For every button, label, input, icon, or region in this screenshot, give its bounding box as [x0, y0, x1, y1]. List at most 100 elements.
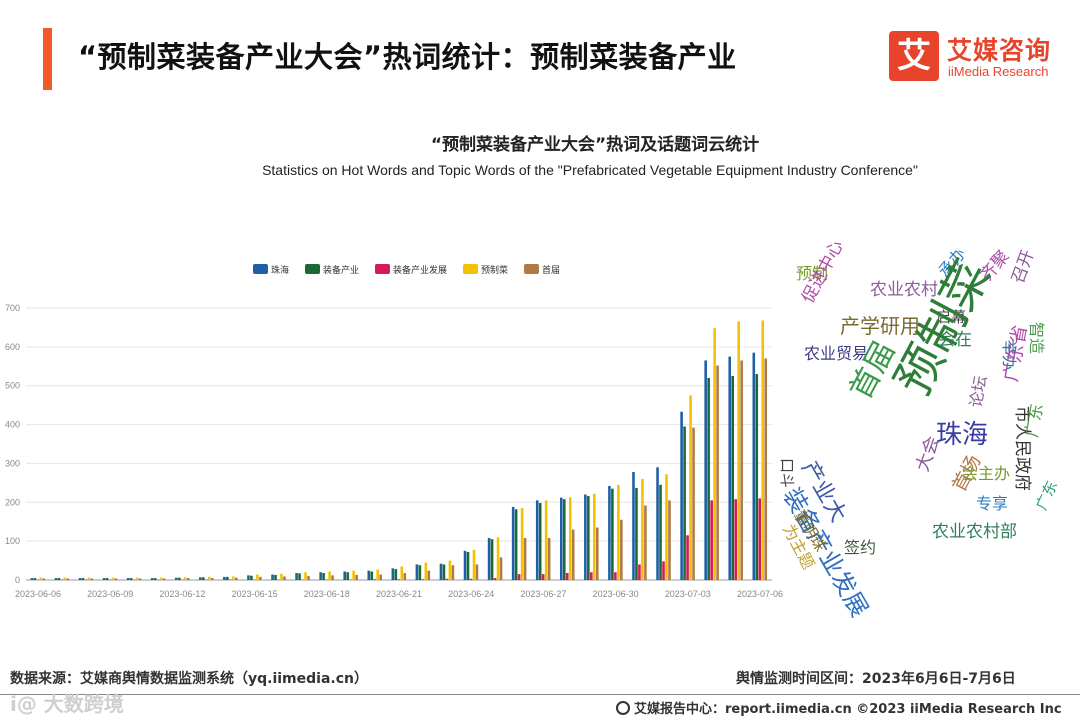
- bar: [565, 573, 569, 580]
- bar: [523, 538, 527, 580]
- bar: [66, 578, 70, 580]
- bar: [138, 578, 142, 580]
- bar: [590, 572, 593, 580]
- legend-entry: 首届: [542, 264, 560, 276]
- bar: [680, 411, 683, 580]
- bar: [716, 365, 719, 580]
- bar: [707, 377, 710, 580]
- bar: [692, 427, 695, 580]
- bar: [373, 579, 377, 580]
- legend-swatch: [524, 264, 539, 274]
- bar: [728, 356, 732, 580]
- cloud-word: 农业贸易: [804, 344, 869, 363]
- bar: [617, 484, 620, 580]
- bar: [761, 320, 765, 580]
- bar: [620, 519, 623, 580]
- bar: [496, 537, 500, 580]
- bar: [298, 573, 301, 580]
- x-tick-label: 2023-06-27: [520, 589, 566, 599]
- bar: [635, 487, 638, 580]
- y-tick-label: 600: [5, 342, 20, 352]
- cloud-word: 大会: [912, 433, 945, 475]
- bar: [487, 538, 491, 580]
- x-tick-label: 2023-06-09: [87, 589, 133, 599]
- bar: [656, 467, 659, 580]
- bar: [475, 564, 479, 580]
- bar: [445, 578, 449, 580]
- bar: [632, 471, 635, 580]
- bar: [355, 574, 358, 580]
- bar: [259, 576, 262, 580]
- bar: [472, 549, 476, 580]
- logo-name-en: iiMedia Research: [948, 64, 1049, 79]
- bar: [499, 557, 503, 580]
- globe-icon: [616, 701, 630, 715]
- bar: [63, 577, 67, 580]
- bar: [162, 578, 166, 580]
- bar: [683, 426, 686, 580]
- legend-entry: 装备产业: [323, 264, 359, 276]
- bar: [514, 509, 518, 580]
- bar: [595, 527, 599, 580]
- watermark: i@ 大数跨境: [10, 692, 124, 716]
- x-tick-label: 2023-07-06: [737, 589, 783, 599]
- y-tick-label: 300: [5, 458, 20, 468]
- bar: [57, 578, 61, 580]
- bar: [174, 577, 178, 580]
- bar-chart: 0 100 200 300 400 500 600 700 2023-06-06 2023-06-…: [5, 264, 783, 599]
- cloud-word: 启幕: [936, 308, 967, 326]
- y-tick-label: 700: [5, 303, 20, 313]
- bar: [235, 577, 238, 580]
- bar: [764, 358, 768, 580]
- bar: [42, 578, 46, 580]
- bar: [710, 500, 713, 580]
- cloud-word: 广东: [1032, 477, 1062, 513]
- bar: [307, 576, 310, 580]
- cloud-word: 专享: [976, 494, 1009, 513]
- bar: [304, 572, 307, 580]
- bar: [641, 478, 644, 580]
- bar: [713, 328, 716, 580]
- bar: [328, 571, 331, 580]
- bar: [129, 578, 133, 580]
- bar: [379, 574, 382, 580]
- bar: [686, 535, 689, 580]
- bar: [559, 497, 563, 580]
- bar: [469, 578, 473, 580]
- x-tick-label: 2023-07-03: [665, 589, 711, 599]
- legend-swatch: [463, 264, 478, 274]
- bar: [319, 572, 322, 580]
- iimedia-logo: 艾 艾媒咨询 iiMedia Research: [889, 31, 1069, 85]
- x-tick-label: 2023-06-12: [159, 589, 205, 599]
- x-tick-label: 2023-06-18: [304, 589, 350, 599]
- bar: [587, 496, 590, 580]
- bar: [39, 577, 43, 580]
- bar: [102, 578, 106, 580]
- legend-swatch: [375, 264, 390, 274]
- bar: [668, 500, 671, 580]
- bar: [153, 578, 157, 580]
- chart-title: “预制菜装备产业大会”热词及话题词云统计: [430, 135, 760, 155]
- bar: [400, 566, 404, 580]
- bar: [177, 577, 181, 580]
- bar: [367, 570, 371, 580]
- bar: [111, 577, 115, 580]
- legend-entry: 预制菜: [481, 264, 508, 276]
- cloud-word: 会在: [938, 330, 972, 350]
- bar: [644, 505, 647, 580]
- y-tick-label: 500: [5, 381, 20, 391]
- word-cloud: 预制 促进中心 农业农村 承办 齐聚 召开 产学研用 启幕 智造 农业贸易 会在 举办 首届 预制菜 产业大…: [777, 237, 1064, 622]
- legend-swatch: [253, 264, 268, 274]
- bar: [394, 569, 398, 580]
- x-tick-label: 2023-06-15: [232, 589, 278, 599]
- cloud-word: 产学研用: [840, 314, 920, 338]
- cloud-word: 论坛: [966, 374, 991, 409]
- bar: [662, 561, 665, 580]
- bar: [331, 575, 334, 580]
- cloud-word: 广东: [1022, 402, 1048, 440]
- bar: [87, 577, 91, 580]
- cloud-word: 签约: [844, 538, 877, 557]
- bar: [415, 564, 419, 580]
- bar: [397, 579, 401, 580]
- x-tick-label: 2023-06-06: [15, 589, 61, 599]
